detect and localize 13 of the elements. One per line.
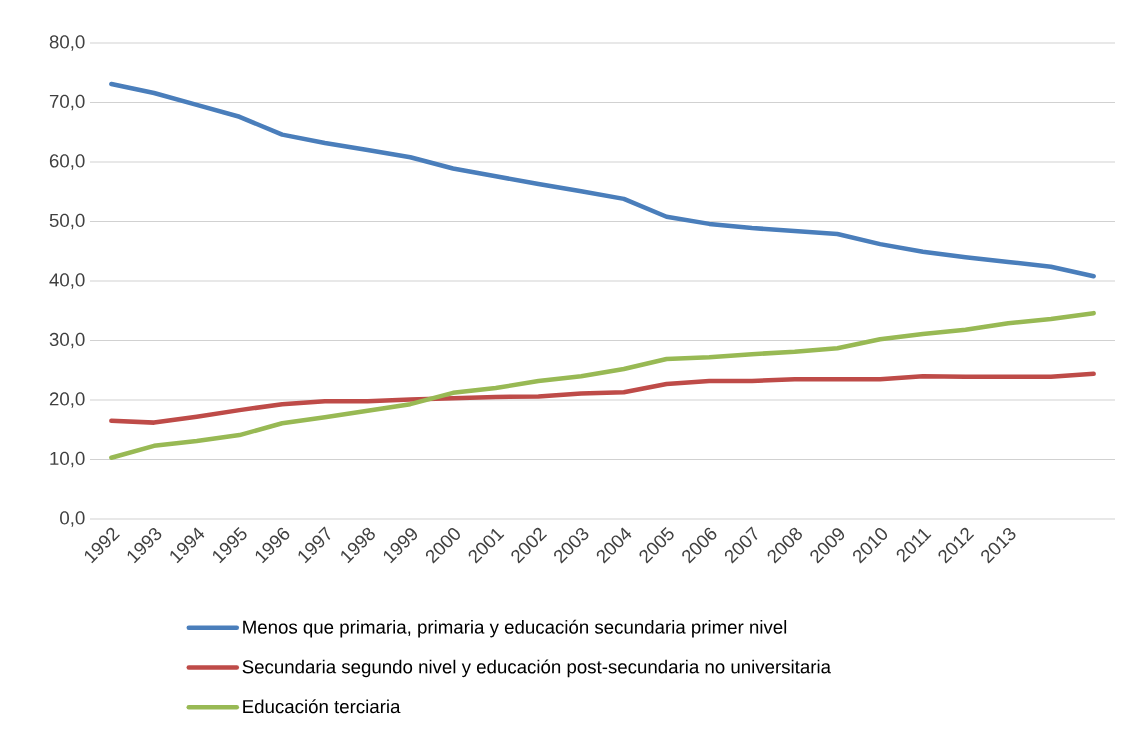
y-tick-label: 10,0 — [50, 451, 85, 468]
y-tick-label: 30,0 — [49, 332, 85, 349]
legend-label: Educación terciaria — [243, 699, 401, 714]
y-tick-label: 80,0 — [49, 35, 85, 51]
y-tick-label: 0,0 — [60, 511, 85, 527]
y-tick-label: 20,0 — [49, 392, 85, 408]
y-tick-label: 70,0 — [49, 94, 85, 111]
y-tick-label: 40,0 — [49, 273, 85, 289]
legend-label: Secundaria segundo nivel y educación post-secundaria no universitaria — [242, 659, 831, 678]
legend-label: Menos que primaria, primaria y educación secundaria primer nivel — [243, 619, 787, 638]
y-tick-label: 60,0 — [49, 154, 85, 170]
line-series — [109, 310, 1096, 460]
y-tick-label: 50,0 — [49, 213, 85, 230]
